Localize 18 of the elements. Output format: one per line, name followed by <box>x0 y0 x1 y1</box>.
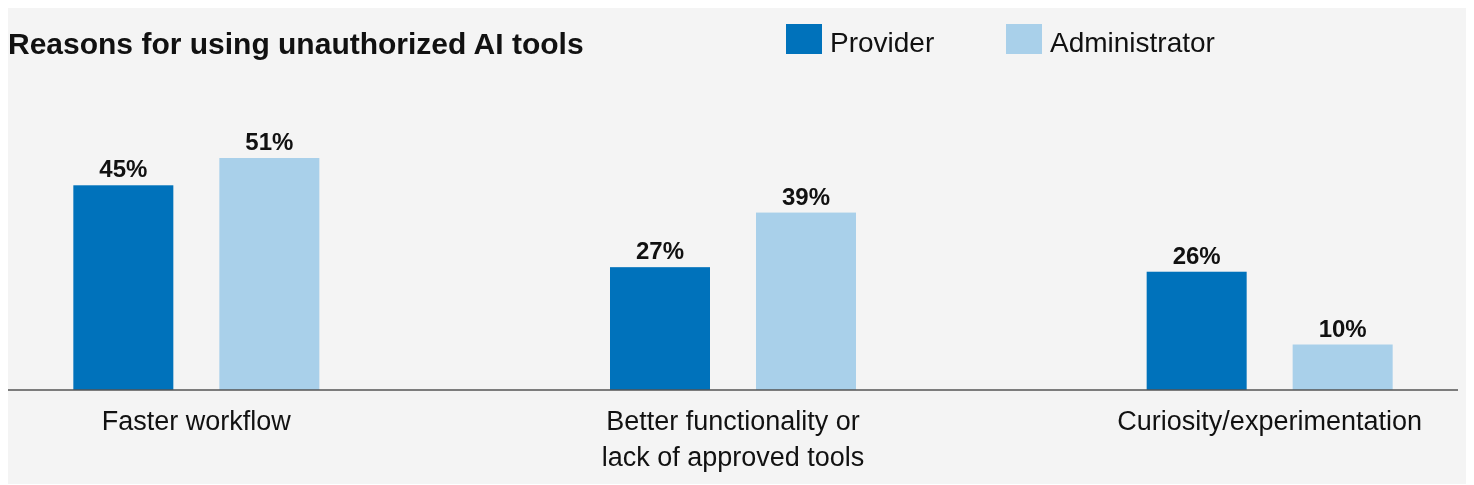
bar <box>73 185 174 390</box>
bar <box>756 212 856 390</box>
data-label: 45% <box>99 155 148 183</box>
x-tick-label: Curiosity/experimentation <box>1117 406 1422 436</box>
bar <box>219 158 320 390</box>
x-tick-label: Better functionality or lack of approved tools <box>601 406 865 472</box>
legend-label: Administrator <box>1050 27 1215 58</box>
bar <box>1146 271 1247 390</box>
chart-title: Reasons for using unauthorized AI tools <box>8 27 584 60</box>
data-label: 26% <box>1172 241 1221 269</box>
legend-label: Provider <box>830 27 935 58</box>
data-label: 10% <box>1318 314 1367 342</box>
x-tick-label: Faster workflow <box>101 406 292 436</box>
data-label: 27% <box>635 237 685 265</box>
data-label: 51% <box>245 128 294 155</box>
data-label: 39% <box>781 182 831 210</box>
bar <box>610 267 710 390</box>
bar <box>1292 344 1393 390</box>
